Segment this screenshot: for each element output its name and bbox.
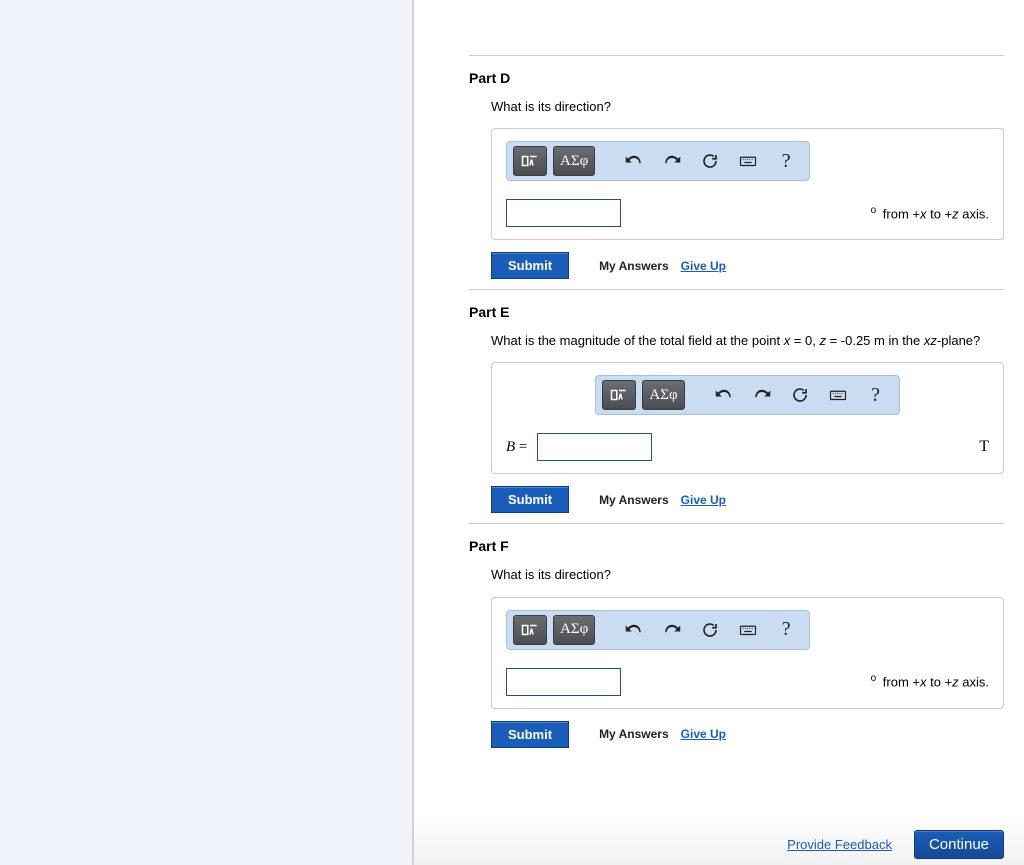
template-button[interactable] bbox=[602, 380, 636, 410]
part-title: Part E bbox=[469, 304, 1004, 320]
reset-button[interactable] bbox=[783, 380, 817, 410]
redo-button[interactable] bbox=[745, 380, 779, 410]
input-row: o from +x to +z axis. bbox=[506, 199, 989, 227]
undo-button[interactable] bbox=[617, 615, 651, 645]
my-answers-link[interactable]: My Answers bbox=[599, 259, 669, 273]
prompt-text: What is its direction? bbox=[491, 99, 611, 114]
reset-button[interactable] bbox=[693, 615, 727, 645]
prompt-text: What is its direction? bbox=[491, 567, 611, 582]
answer-box: ΑΣφ ? bbox=[491, 597, 1004, 709]
give-up-link[interactable]: Give Up bbox=[681, 493, 726, 507]
action-row: Submit My Answers Give Up bbox=[491, 486, 1004, 513]
reset-button[interactable] bbox=[693, 146, 727, 176]
variable-label: B = bbox=[506, 439, 527, 456]
answer-input[interactable] bbox=[506, 199, 621, 227]
unit-label: o from +x to +z axis. bbox=[871, 673, 989, 689]
submit-button[interactable]: Submit bbox=[491, 252, 569, 279]
part-E: Part E What is the magnitude of the tota… bbox=[469, 289, 1004, 523]
provide-feedback-link[interactable]: Provide Feedback bbox=[787, 837, 892, 852]
template-button[interactable] bbox=[513, 146, 547, 176]
answer-input[interactable] bbox=[506, 668, 621, 696]
input-row: o from +x to +z axis. bbox=[506, 668, 989, 696]
keyboard-button[interactable] bbox=[821, 380, 855, 410]
keyboard-button[interactable] bbox=[731, 615, 765, 645]
keyboard-button[interactable] bbox=[731, 146, 765, 176]
template-button[interactable] bbox=[513, 615, 547, 645]
greek-button[interactable]: ΑΣφ bbox=[553, 146, 595, 176]
left-panel bbox=[0, 0, 414, 865]
unit-label: T bbox=[979, 438, 989, 456]
action-row: Submit My Answers Give Up bbox=[491, 721, 1004, 748]
answer-box: ΑΣφ ? bbox=[491, 128, 1004, 240]
equation-toolbar: ΑΣφ ? bbox=[595, 375, 899, 415]
part-prompt: What is its direction? bbox=[491, 566, 1004, 584]
answer-input[interactable] bbox=[537, 433, 652, 461]
part-D: Part D What is its direction? ΑΣφ bbox=[469, 55, 1004, 289]
answer-box: ΑΣφ ? bbox=[491, 362, 1004, 474]
my-answers-link[interactable]: My Answers bbox=[599, 727, 669, 741]
greek-button[interactable]: ΑΣφ bbox=[642, 380, 684, 410]
part-F: Part F What is its direction? ΑΣφ bbox=[469, 523, 1004, 757]
part-title: Part D bbox=[469, 70, 1004, 86]
unit-label: o from +x to +z axis. bbox=[871, 205, 989, 221]
equation-toolbar: ΑΣφ ? bbox=[506, 610, 810, 650]
submit-button[interactable]: Submit bbox=[491, 721, 569, 748]
undo-button[interactable] bbox=[707, 380, 741, 410]
content-panel: Part D What is its direction? ΑΣφ bbox=[414, 0, 1024, 865]
action-row: Submit My Answers Give Up bbox=[491, 252, 1004, 279]
continue-button[interactable]: Continue bbox=[914, 830, 1004, 859]
greek-button[interactable]: ΑΣφ bbox=[553, 615, 595, 645]
my-answers-link[interactable]: My Answers bbox=[599, 493, 669, 507]
submit-button[interactable]: Submit bbox=[491, 486, 569, 513]
help-button[interactable]: ? bbox=[859, 380, 893, 410]
redo-button[interactable] bbox=[655, 615, 689, 645]
give-up-link[interactable]: Give Up bbox=[681, 259, 726, 273]
redo-button[interactable] bbox=[655, 146, 689, 176]
give-up-link[interactable]: Give Up bbox=[681, 727, 726, 741]
help-button[interactable]: ? bbox=[769, 146, 803, 176]
undo-button[interactable] bbox=[617, 146, 651, 176]
part-prompt: What is its direction? bbox=[491, 98, 1004, 116]
part-title: Part F bbox=[469, 538, 1004, 554]
help-button[interactable]: ? bbox=[769, 615, 803, 645]
input-row: B = T bbox=[506, 433, 989, 461]
footer-bar: Provide Feedback Continue bbox=[414, 822, 1024, 865]
equation-toolbar: ΑΣφ ? bbox=[506, 141, 810, 181]
part-prompt: What is the magnitude of the total field… bbox=[491, 332, 1004, 350]
